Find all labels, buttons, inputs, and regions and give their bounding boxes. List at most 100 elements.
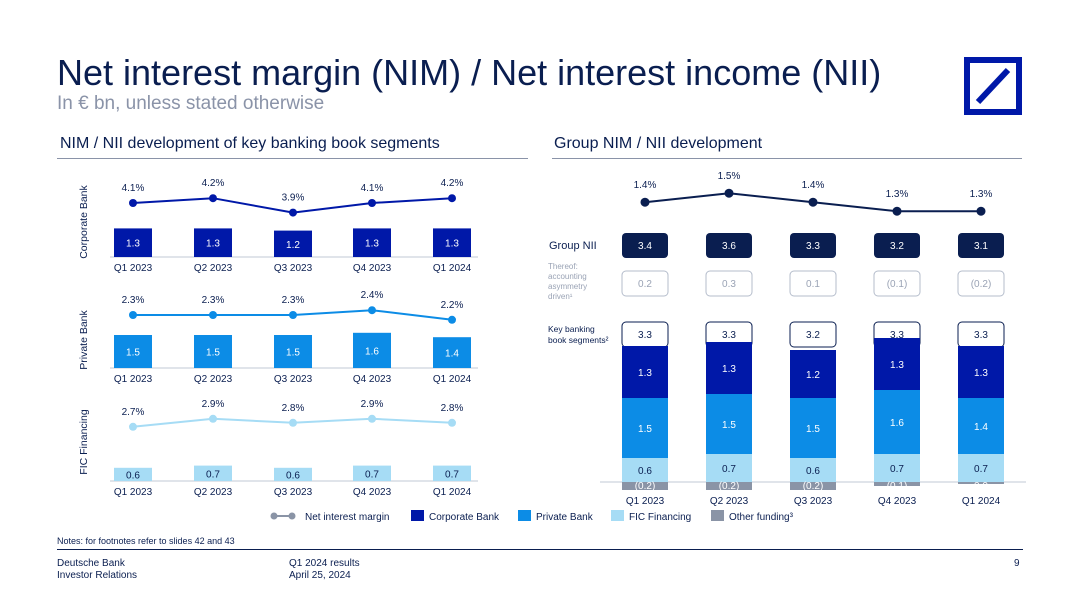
stack-other-funding-label: (0.2)	[719, 481, 740, 492]
bar-fic-financing	[114, 467, 152, 481]
x-tick-label: Q1 2023	[114, 263, 153, 274]
nim-label: 2.7%	[122, 407, 145, 418]
bar-value-label: 0.6	[126, 470, 140, 481]
stack-private-bank	[874, 390, 920, 454]
group-nim-point	[640, 197, 650, 207]
legend-label: Other funding³	[729, 512, 794, 523]
group-nii-value: 3.4	[638, 241, 652, 252]
bar-private-bank	[353, 332, 391, 368]
bar-value-label: 1.3	[206, 239, 220, 250]
bar-value-label: 1.4	[445, 349, 459, 360]
nim-label: 2.8%	[282, 403, 305, 414]
bar-fic-financing	[353, 465, 391, 481]
footer-report: Q1 2024 results	[289, 558, 360, 569]
page-number: 9	[1014, 558, 1020, 569]
left-panel-title: NIM / NII development of key banking boo…	[60, 135, 440, 152]
x-tick-label: Q1 2024	[433, 374, 472, 385]
x-tick-label: Q1 2023	[114, 487, 153, 498]
x-tick-label: Q2 2023	[194, 487, 233, 498]
x-tick-label: Q3 2023	[274, 487, 313, 498]
stack-fic-financing	[790, 458, 836, 482]
stack-private-bank	[706, 394, 752, 454]
stack-corporate-label: 1.3	[638, 368, 652, 379]
stack-corporate-label: 1.3	[974, 368, 988, 379]
x-tick-label: Q4 2023	[353, 487, 392, 498]
logo-slash-icon	[975, 67, 1011, 105]
legend-label: Net interest margin	[305, 512, 389, 523]
row-label-accounting-asymmetry: driven¹	[548, 292, 573, 301]
group-nii-box	[790, 233, 836, 258]
nim-point	[129, 311, 137, 319]
x-tick-label: Q3 2023	[274, 374, 313, 385]
accounting-asymmetry-value: 0.3	[722, 279, 736, 290]
row-label-key-banking-book: Key banking	[548, 324, 595, 334]
bar-value-label: 1.5	[206, 348, 220, 359]
group-nim-point	[976, 206, 986, 216]
bar-value-label: 0.7	[365, 469, 379, 480]
stack-private-bank	[622, 398, 668, 458]
group-nim-label: 1.5%	[718, 171, 741, 182]
right-panel-title: Group NIM / NII development	[554, 135, 763, 152]
bar-value-label: 0.7	[206, 469, 220, 480]
x-tick-label: Q1 2024	[433, 487, 472, 498]
bar-fic-financing	[433, 465, 471, 481]
footnote-reference: Notes: for footnotes refer to slides 42 …	[57, 536, 235, 546]
x-tick-label: Q2 2023	[194, 263, 233, 274]
key-banking-book-box	[789, 321, 837, 348]
accounting-asymmetry-value: (0.2)	[971, 279, 992, 290]
stack-fic-label: 0.7	[974, 464, 988, 475]
nim-point	[209, 311, 217, 319]
nim-label: 2.9%	[202, 399, 225, 410]
accounting-asymmetry-box	[621, 270, 669, 297]
x-tick-label: Q1 2023	[114, 374, 153, 385]
group-nim-point	[808, 197, 818, 207]
page-title: Net interest margin (NIM) / Net interest…	[57, 52, 882, 93]
group-x-tick-label: Q1 2023	[626, 496, 665, 507]
segment-label-private-bank: Private Bank	[78, 309, 90, 369]
group-nim-label: 1.4%	[634, 180, 657, 191]
nim-point	[289, 208, 297, 217]
group-nii-value: 3.6	[722, 241, 736, 252]
legend-swatch-box	[711, 510, 724, 521]
accounting-asymmetry-box	[789, 270, 837, 297]
stack-fic-label: 0.6	[806, 466, 820, 477]
stack-private-label: 1.5	[722, 420, 736, 431]
accounting-asymmetry-box	[705, 270, 753, 297]
bar-value-label: 0.7	[445, 469, 459, 480]
nim-label: 4.2%	[202, 178, 225, 189]
bar-value-label: 0.6	[286, 470, 300, 481]
accounting-asymmetry-box	[957, 270, 1005, 297]
group-nii-value: 3.1	[974, 241, 988, 252]
nim-label: 2.9%	[361, 399, 384, 410]
accounting-asymmetry-value: 0.2	[638, 279, 652, 290]
stack-corporate-label: 1.2	[806, 370, 820, 381]
nim-point	[129, 199, 137, 207]
stack-corporate-bank	[706, 342, 752, 394]
row-label-accounting-asymmetry: Thereof:	[548, 262, 578, 271]
deutsche-bank-logo	[964, 57, 1022, 115]
segment-label-corporate-bank: Corporate Bank	[78, 184, 90, 258]
stack-other-funding	[706, 482, 752, 490]
stack-fic-financing	[622, 458, 668, 482]
nim-point	[448, 194, 456, 203]
group-nim-point	[724, 188, 734, 198]
bar-corporate-bank	[114, 228, 152, 257]
accounting-asymmetry-value: 0.1	[806, 279, 820, 290]
bar-corporate-bank	[433, 228, 471, 257]
nim-label: 2.3%	[122, 295, 145, 306]
nim-label: 3.9%	[282, 193, 305, 204]
bar-value-label: 1.5	[286, 348, 300, 359]
stack-private-label: 1.5	[638, 424, 652, 435]
accounting-asymmetry-value: (0.1)	[887, 279, 908, 290]
bar-value-label: 1.3	[126, 239, 140, 250]
stack-other-funding	[958, 482, 1004, 484]
nim-label: 4.1%	[361, 183, 384, 194]
key-banking-book-value: 3.3	[974, 330, 988, 341]
stack-corporate-label: 1.3	[890, 360, 904, 371]
legend-label: Private Bank	[536, 512, 594, 523]
group-nim-label: 1.4%	[802, 180, 825, 191]
group-nim-label: 1.3%	[886, 189, 909, 200]
bar-private-bank	[433, 337, 471, 368]
key-banking-book-value: 3.3	[890, 330, 904, 341]
legend-swatch-dot	[288, 512, 296, 520]
